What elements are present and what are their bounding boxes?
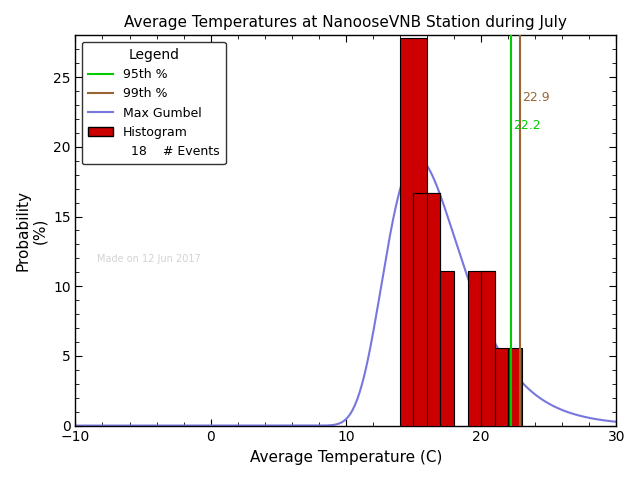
Y-axis label: Probability
(%): Probability (%) [15,190,47,271]
Bar [481,271,495,426]
Bar [413,193,440,426]
Bar [508,348,522,426]
Bar [427,193,440,426]
Bar [468,271,495,426]
X-axis label: Average Temperature (C): Average Temperature (C) [250,450,442,465]
Text: 22.9: 22.9 [522,91,550,104]
Title: Average Temperatures at NanooseVNB Station during July: Average Temperatures at NanooseVNB Stati… [124,15,567,30]
Text: Made on 12 Jun 2017: Made on 12 Jun 2017 [97,254,201,264]
Text: 22.2: 22.2 [513,119,540,132]
Bar [400,38,427,426]
Legend: 95th %, 99th %, Max Gumbel, Histogram,   18    # Events: 95th %, 99th %, Max Gumbel, Histogram, 1… [82,42,226,164]
Bar [495,348,508,426]
Bar [440,271,454,426]
